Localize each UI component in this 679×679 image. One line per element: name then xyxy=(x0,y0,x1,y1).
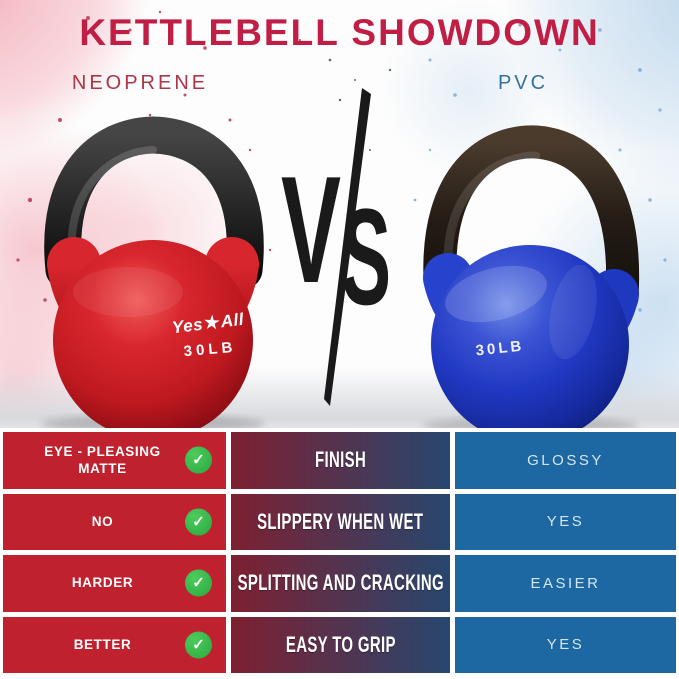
right-product-label: PVC xyxy=(497,72,549,94)
neoprene-value: HARDER xyxy=(71,575,134,591)
neoprene-value: EYE - PLEASING MATTE xyxy=(44,443,161,477)
feature-cell: FINISH xyxy=(231,432,450,489)
pvc-value: YES xyxy=(546,636,585,654)
neoprene-value: NO xyxy=(91,513,114,529)
pvc-value: YES xyxy=(546,513,585,531)
feature-label: SLIPPERY WHEN WET xyxy=(257,508,424,534)
pvc-value-cell: GLOSSY xyxy=(455,432,676,489)
pvc-value: GLOSSY xyxy=(527,451,604,469)
versus-letter-v: V xyxy=(281,145,341,315)
neoprene-value-cell: EYE - PLEASING MATTE ✓ xyxy=(3,432,226,489)
neoprene-kettlebell-image xyxy=(41,116,265,437)
pvc-value-cell: EASIER xyxy=(455,555,676,612)
versus-letter-s: S xyxy=(341,181,391,334)
feature-label: FINISH xyxy=(314,447,367,473)
check-icon: ✓ xyxy=(185,446,212,474)
feature-cell: SLIPPERY WHEN WET xyxy=(231,493,450,550)
brand-text-pre: Yes xyxy=(170,314,205,338)
pvc-value-cell: YES xyxy=(455,493,676,550)
pvc-value-cell: YES xyxy=(455,616,676,673)
feature-label: SPLITTING AND CRACKING xyxy=(237,570,444,596)
check-icon: ✓ xyxy=(185,631,212,659)
left-product-label: NEOPRENE xyxy=(71,72,209,94)
check-icon: ✓ xyxy=(185,569,212,597)
slash-icon xyxy=(324,88,371,406)
star-4-icon xyxy=(203,314,220,331)
comparison-table: EYE - PLEASING MATTE ✓ FINISH GLOSSY NO … xyxy=(0,428,679,679)
brand-text-post: All xyxy=(219,309,245,332)
check-icon: ✓ xyxy=(185,508,212,536)
neoprene-value-cell: BETTER ✓ xyxy=(3,616,226,673)
pvc-kettlebell-image xyxy=(422,125,640,437)
feature-cell: EASY TO GRIP xyxy=(231,616,450,673)
pvc-value: EASIER xyxy=(530,574,601,592)
neoprene-value: BETTER xyxy=(73,636,132,652)
neoprene-value-cell: HARDER ✓ xyxy=(3,555,226,612)
neoprene-value-cell: NO ✓ xyxy=(3,493,226,550)
feature-label: EASY TO GRIP xyxy=(285,631,396,657)
feature-cell: SPLITTING AND CRACKING xyxy=(231,555,450,612)
page-title: KETTLEBELL SHOWDOWN xyxy=(79,12,600,53)
